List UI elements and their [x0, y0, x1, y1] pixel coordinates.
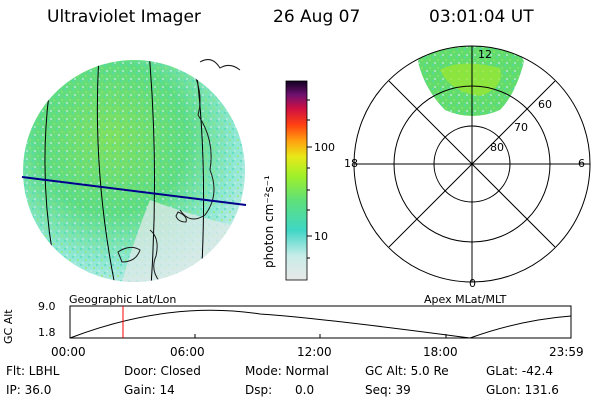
colorbar-unit-label: photon cm⁻²s⁻¹ [262, 175, 276, 268]
info-seq: Seq: 39 [365, 383, 411, 397]
date-label: 26 Aug 07 [273, 7, 361, 27]
x-tick-1800: 18:00 [423, 345, 458, 359]
y-tick-1-8: 1.8 [38, 326, 56, 339]
x-tick-1200: 12:00 [297, 345, 332, 359]
x-tick-0600: 06:00 [170, 345, 205, 359]
mlat-label-80: 80 [490, 141, 504, 154]
y-tick-9: 9.0 [38, 300, 56, 313]
mlt-label-0: 0 [469, 277, 476, 290]
time-label: 03:01:04 UT [429, 7, 534, 27]
earth-disk-image [21, 59, 247, 282]
info-ip: IP: 36.0 [6, 383, 52, 397]
x-tick-2359: 23:59 [549, 345, 584, 359]
info-door: Door: Closed [124, 364, 201, 378]
mlat-label-60: 60 [538, 98, 552, 111]
info-gain: Gain: 14 [124, 383, 175, 397]
instrument-title: Ultraviolet Imager [47, 7, 201, 27]
colorbar [285, 80, 312, 281]
info-dsp: Dsp: 0.0 [245, 383, 315, 397]
polar-plot [353, 45, 591, 283]
mlt-label-12: 12 [478, 48, 492, 61]
info-glat: GLat: -42.4 [486, 364, 553, 378]
altitude-plot [69, 305, 572, 339]
geographic-label: Geographic Lat/Lon [69, 293, 177, 306]
mlt-label-18: 18 [344, 157, 358, 170]
info-gc-alt: GC Alt: 5.0 Re [365, 364, 449, 378]
colorbar-tick-10: 10 [314, 230, 328, 243]
info-mode: Mode: Normal [245, 364, 329, 378]
mlat-label-70: 70 [514, 121, 528, 134]
info-filter: Flt: LBHL [6, 364, 60, 378]
gc-alt-axis-title: GC Alt [2, 309, 15, 344]
info-glon: GLon: 131.6 [486, 383, 559, 397]
mlt-label-6: 6 [578, 157, 585, 170]
apex-label: Apex MLat/MLT [424, 293, 507, 306]
x-tick-0000: 00:00 [51, 345, 86, 359]
colorbar-tick-100: 100 [314, 141, 335, 154]
